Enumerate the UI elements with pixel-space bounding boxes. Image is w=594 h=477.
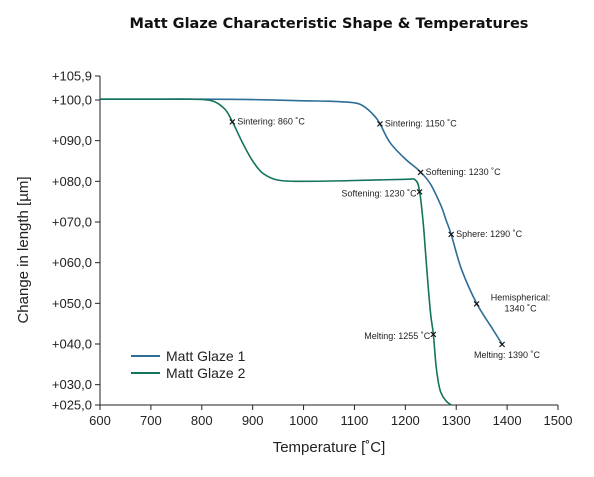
- y-tick-label: +060,0: [52, 255, 92, 270]
- annotation-label: Sintering: 1150 ˚C: [385, 119, 457, 129]
- y-tick-label: +070,0: [52, 214, 92, 229]
- y-tick-label: +025,0: [52, 398, 92, 413]
- axes: 600 700 800 900 1000 1100 1200 1300 1400 1500 +025…: [52, 69, 573, 429]
- y-tick-label: +040,0: [52, 336, 92, 351]
- annotation-label: Hemispherical:: [491, 292, 551, 302]
- x-tick-label: 1000: [289, 413, 318, 428]
- x-tick-label: 1400: [493, 413, 522, 428]
- x-tick-label: 700: [140, 413, 162, 428]
- y-tick-label: +105,9: [52, 69, 92, 84]
- annotation-marker: ×: [228, 117, 236, 128]
- y-axis-label: Change in length [µm]: [15, 176, 32, 323]
- annotation-marker: ×: [415, 187, 423, 198]
- annotation-marker: ×: [472, 299, 480, 310]
- legend-label-2: Matt Glaze 2: [166, 365, 246, 381]
- x-tick-label: 900: [242, 413, 264, 428]
- x-tick-label: 1500: [544, 413, 573, 428]
- chart-title: Matt Glaze Characteristic Shape & Temper…: [130, 16, 529, 32]
- annotation-marker: ×: [416, 167, 424, 178]
- annotation-label: Melting: 1255 ˚C: [364, 331, 431, 341]
- series-line-1: [100, 98, 503, 345]
- series-line-2: [100, 98, 452, 406]
- x-tick-label: 1100: [340, 413, 368, 428]
- x-tick-label: 800: [191, 413, 213, 428]
- y-tick-label: +100,0: [52, 92, 92, 107]
- annotation-label: Melting: 1390 ˚C: [474, 350, 541, 360]
- x-tick-label: 1200: [391, 413, 420, 428]
- series-layer: [100, 98, 503, 406]
- legend-label-1: Matt Glaze 1: [166, 348, 246, 364]
- y-tick-label: +050,0: [52, 296, 92, 311]
- annotation-label: Sphere: 1290 ˚C: [456, 229, 523, 239]
- annotation-label: Sintering: 860 ˚C: [237, 117, 305, 127]
- annotation-marker: ×: [447, 230, 455, 241]
- annotation-marker: ×: [498, 339, 506, 350]
- annotation-marker: ×: [376, 119, 384, 130]
- x-tick-label: 600: [89, 413, 111, 428]
- x-tick-label: 1300: [442, 413, 471, 428]
- y-tick-label: +080,0: [52, 174, 92, 189]
- y-tick-label: +030,0: [52, 377, 92, 392]
- annotation-label: Softening: 1230 ˚C: [342, 188, 418, 198]
- x-axis-label: Temperature [˚C]: [273, 439, 386, 456]
- annotation-label-line2: 1340 ˚C: [505, 303, 538, 313]
- annotation-marker: ×: [429, 329, 437, 340]
- annotation-label: Softening: 1230 ˚C: [426, 167, 502, 177]
- annotation-layer: × Sintering: 860 ˚C × Sintering: 1150 ˚C× So…: [228, 117, 550, 360]
- y-tick-label: +090,0: [52, 133, 92, 148]
